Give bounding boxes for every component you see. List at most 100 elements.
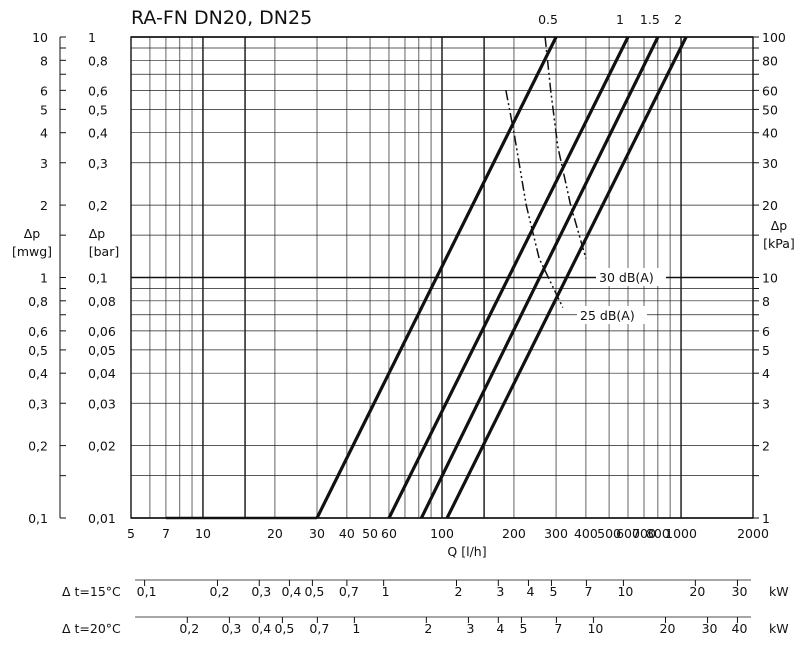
power-tick-label: 7 [554, 621, 562, 636]
power-tick-label: 30 [702, 621, 718, 636]
curve-label: 1.5 [640, 12, 660, 27]
bar-tick-label: 0,1 [88, 271, 108, 286]
bar-tick-label: 0,01 [88, 511, 116, 526]
bar-tick-label: 0,3 [88, 156, 108, 171]
power-tick-label: 0,5 [304, 584, 324, 599]
mwg-axis-label: [mwg] [12, 244, 52, 259]
bar-tick-label: 0,2 [88, 198, 108, 213]
kpa-tick-label: 6 [762, 324, 770, 339]
x-tick-label: 700 [632, 526, 656, 541]
x-axis-label: Q [l/h] [447, 544, 486, 559]
power-tick-label: 0,2 [179, 621, 199, 636]
kpa-tick-label: 30 [762, 156, 778, 171]
x-tick-label: 100 [430, 526, 454, 541]
x-tick-label: 7 [162, 526, 170, 541]
bar-tick-label: 0,6 [88, 83, 108, 98]
kpa-tick-label: 50 [762, 102, 778, 117]
bar-axis-label: Δp [89, 226, 106, 241]
curve-2 [445, 36, 688, 519]
mwg-tick-label: 0,2 [28, 439, 48, 454]
x-tick-label: 2000 [737, 526, 769, 541]
curve-1 [387, 36, 630, 519]
kpa-axis-label: Δp [771, 218, 788, 233]
chart-title: RA-FN DN20, DN25 [131, 7, 312, 29]
power-tick-label: 0,1 [137, 584, 157, 599]
power-tick-label: 0,7 [309, 621, 329, 636]
label-bg [577, 306, 647, 324]
power-tick-label: 20 [660, 621, 676, 636]
power-tick-label: 10 [617, 584, 633, 599]
bar-tick-label: 0,03 [88, 396, 116, 411]
bar-tick-label: 0,8 [88, 53, 108, 68]
curve-label: 0.5 [538, 12, 558, 27]
mwg-tick-label: 2 [40, 198, 48, 213]
power-tick-label: 1 [382, 584, 390, 599]
power-tick-label: 30 [732, 584, 748, 599]
x-tick-label: 60 [381, 526, 397, 541]
mwg-tick-label: 10 [32, 30, 48, 45]
bar-tick-label: 0,05 [88, 343, 116, 358]
bar-tick-label: 0,08 [88, 294, 116, 309]
power-tick-label: 3 [466, 621, 474, 636]
mwg-tick-label: 0,8 [28, 294, 48, 309]
power-tick-label: 1 [352, 621, 360, 636]
power-tick-label: 4 [526, 584, 534, 599]
power-tick-label: 5 [549, 584, 557, 599]
mwg-tick-label: 3 [40, 156, 48, 171]
kpa-tick-label: 4 [762, 366, 770, 381]
power-unit: kW [769, 584, 789, 599]
power-tick-label: 0,5 [274, 621, 294, 636]
bar-axis-label: [bar] [89, 244, 120, 259]
axis-labels: 10 8 6 5 4 3 2 1 0,8 0,6 0,5 0,4 0,3 0,2 0,1 1 0,8 0,6 0,5… [12, 30, 795, 559]
mwg-tick-label: 0,6 [28, 324, 48, 339]
x-tick-label: 50 [362, 526, 378, 541]
power-scales: Δ t=15°C 0,1 0,2 0,3 0,4 0,5 0,7 1 2 3 4 5 7 10 20 30 kW… [62, 579, 789, 636]
bar-tick-label: 0,5 [88, 102, 108, 117]
curve-1-5 [419, 36, 660, 519]
power-tick-label: 0,7 [339, 584, 359, 599]
kpa-tick-label: 2 [762, 439, 770, 454]
power-tick-label: 4 [496, 621, 504, 636]
chart-grid [59, 36, 759, 519]
mwg-tick-label: 0,4 [28, 366, 48, 381]
label-bg [596, 268, 666, 286]
curve-0-5 [315, 36, 558, 519]
power-tick-label: 0,3 [251, 584, 271, 599]
x-tick-label: 300 [544, 526, 568, 541]
power-tick-label: 3 [496, 584, 504, 599]
power-tick-label: 5 [519, 621, 527, 636]
kpa-tick-label: 3 [762, 396, 770, 411]
x-tick-label: 500 [597, 526, 621, 541]
mwg-tick-label: 0,5 [28, 343, 48, 358]
power-tick-label: 0,3 [221, 621, 241, 636]
power-tick-label: 40 [732, 621, 748, 636]
bar-tick-label: 1 [88, 30, 96, 45]
kpa-tick-label: 10 [762, 271, 778, 286]
mwg-tick-label: 0,3 [28, 396, 48, 411]
power-scale-label: Δ t=20°C [62, 621, 121, 636]
mwg-tick-label: 6 [40, 83, 48, 98]
kpa-tick-label: 80 [762, 53, 778, 68]
power-tick-label: 7 [584, 584, 592, 599]
x-tick-label: 5 [127, 526, 135, 541]
kpa-tick-label: 8 [762, 294, 770, 309]
bar-tick-label: 0,02 [88, 439, 116, 454]
power-tick-label: 10 [587, 621, 603, 636]
x-tick-label: 40 [339, 526, 355, 541]
power-tick-label: 20 [689, 584, 705, 599]
bar-tick-label: 0,4 [88, 126, 108, 141]
x-tick-label: 10 [195, 526, 211, 541]
x-tick-label: 200 [502, 526, 526, 541]
kpa-tick-label: 1 [762, 511, 770, 526]
x-tick-label: 800 [646, 526, 670, 541]
power-tick-label: 0,4 [251, 621, 271, 636]
kpa-axis-label: [kPa] [763, 236, 795, 251]
x-tick-label: 400 [574, 526, 598, 541]
power-scale-label: Δ t=15°C [62, 584, 121, 599]
curve-label: 2 [674, 12, 682, 27]
power-tick-label: 2 [424, 621, 432, 636]
mwg-axis-label: Δp [24, 226, 41, 241]
power-tick-label: 2 [455, 584, 463, 599]
kpa-tick-label: 40 [762, 126, 778, 141]
